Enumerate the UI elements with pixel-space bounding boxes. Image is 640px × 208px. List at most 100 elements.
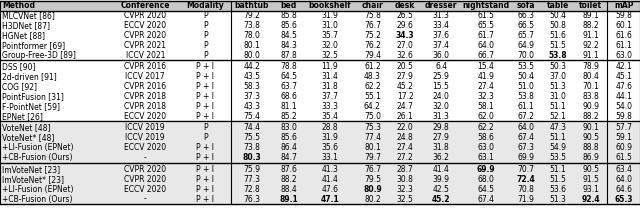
Text: 80.2: 80.2	[364, 195, 381, 204]
Text: 26.1: 26.1	[397, 112, 413, 121]
Bar	[0, 50, 640, 60]
Text: 61.1: 61.1	[615, 41, 632, 50]
Text: 31.0: 31.0	[321, 21, 339, 30]
Text: 65.5: 65.5	[477, 21, 495, 30]
Text: 15.5: 15.5	[433, 82, 449, 91]
Text: mAP: mAP	[614, 1, 634, 10]
Text: 36.2: 36.2	[433, 153, 449, 162]
Text: 41.4: 41.4	[433, 165, 449, 174]
Bar	[0, 184, 640, 194]
Text: +CB-Fusion (Ours): +CB-Fusion (Ours)	[2, 153, 72, 162]
Text: 89.1: 89.1	[582, 11, 599, 20]
Text: P: P	[203, 31, 208, 40]
Bar	[0, 111, 640, 121]
Text: 51.3: 51.3	[550, 195, 566, 204]
Text: 71.9: 71.9	[518, 195, 534, 204]
Text: 33.1: 33.1	[321, 153, 339, 162]
Text: 60.9: 60.9	[615, 143, 632, 152]
Text: 20.5: 20.5	[397, 62, 413, 71]
Text: 75.9: 75.9	[244, 165, 260, 174]
Text: 76.7: 76.7	[364, 165, 381, 174]
Text: 66.7: 66.7	[477, 51, 495, 60]
Text: 35.7: 35.7	[321, 31, 339, 40]
Text: 31.8: 31.8	[321, 82, 338, 91]
Text: Conference: Conference	[120, 1, 170, 10]
Bar	[0, 82, 640, 92]
Text: P: P	[203, 41, 208, 50]
Text: 41.4: 41.4	[321, 175, 339, 184]
Text: 37.6: 37.6	[433, 31, 450, 40]
Text: ECCV 2020: ECCV 2020	[124, 185, 166, 194]
Text: 44.2: 44.2	[244, 62, 260, 71]
Text: dresser: dresser	[425, 1, 458, 10]
Text: 37.3: 37.3	[244, 92, 260, 101]
Text: 51.3: 51.3	[550, 82, 566, 91]
Text: 88.4: 88.4	[280, 185, 297, 194]
Text: 77.4: 77.4	[364, 133, 381, 142]
Text: 32.6: 32.6	[397, 51, 413, 60]
Text: Modality: Modality	[186, 1, 224, 10]
Text: +LI-Fusion (EPNet): +LI-Fusion (EPNet)	[2, 185, 74, 194]
Text: 91.1: 91.1	[582, 51, 599, 60]
Bar	[0, 123, 640, 133]
Text: +LI-Fusion (EPNet): +LI-Fusion (EPNet)	[2, 143, 74, 152]
Text: COG [92]: COG [92]	[2, 82, 37, 91]
Text: CVPR 2020: CVPR 2020	[124, 165, 166, 174]
Text: 80.9: 80.9	[363, 185, 381, 194]
Text: CVPR 2021: CVPR 2021	[124, 41, 166, 50]
Text: 43.3: 43.3	[244, 102, 260, 111]
Text: 57.7: 57.7	[615, 124, 632, 132]
Text: 83.8: 83.8	[582, 92, 599, 101]
Text: 78.0: 78.0	[244, 31, 260, 40]
Text: 61.1: 61.1	[518, 102, 534, 111]
Text: H3DNet [87]: H3DNet [87]	[2, 21, 50, 30]
Text: P: P	[203, 133, 208, 142]
Text: 75.5: 75.5	[244, 133, 260, 142]
Text: 72.4: 72.4	[517, 175, 536, 184]
Bar	[0, 153, 640, 163]
Text: 76.7: 76.7	[364, 21, 381, 30]
Text: 2d-driven [91]: 2d-driven [91]	[2, 72, 57, 81]
Text: 74.4: 74.4	[244, 124, 260, 132]
Text: 62.2: 62.2	[364, 82, 381, 91]
Text: 92.2: 92.2	[582, 41, 599, 50]
Text: 70.7: 70.7	[518, 165, 535, 174]
Bar	[0, 143, 640, 153]
Text: 68.0: 68.0	[477, 175, 495, 184]
Text: 53.8: 53.8	[549, 51, 568, 60]
Text: +CB-Fusion (Ours): +CB-Fusion (Ours)	[2, 195, 72, 204]
Text: 59.8: 59.8	[615, 112, 632, 121]
Text: 91.5: 91.5	[582, 175, 599, 184]
Text: 65.7: 65.7	[518, 31, 535, 40]
Text: P + I: P + I	[196, 143, 214, 152]
Text: 90.5: 90.5	[582, 165, 600, 174]
Text: 61.2: 61.2	[364, 62, 381, 71]
Text: 53.6: 53.6	[550, 185, 566, 194]
Text: CVPR 2020: CVPR 2020	[124, 11, 166, 20]
Text: ECCV 2020: ECCV 2020	[124, 143, 166, 152]
Text: 64.0: 64.0	[518, 124, 535, 132]
Text: 88.8: 88.8	[582, 143, 599, 152]
Text: desk: desk	[395, 1, 415, 10]
Text: 29.6: 29.6	[397, 21, 413, 30]
Text: 67.4: 67.4	[518, 133, 535, 142]
Text: VoteNet* [48]: VoteNet* [48]	[2, 133, 54, 142]
Text: toilet: toilet	[579, 1, 602, 10]
Text: 75.4: 75.4	[244, 112, 260, 121]
Text: 50.3: 50.3	[550, 62, 566, 71]
Text: P + I: P + I	[196, 102, 214, 111]
Text: 64.5: 64.5	[477, 185, 495, 194]
Text: 34.3: 34.3	[396, 31, 415, 40]
Text: 50.8: 50.8	[550, 21, 566, 30]
Text: 54.9: 54.9	[550, 143, 566, 152]
Text: 11.9: 11.9	[321, 62, 338, 71]
Text: 51.1: 51.1	[550, 102, 566, 111]
Text: 80.3: 80.3	[243, 153, 262, 162]
Text: 70.8: 70.8	[518, 185, 534, 194]
Bar	[0, 92, 640, 102]
Text: 64.6: 64.6	[615, 185, 632, 194]
Text: ImVoteNet [23]: ImVoteNet [23]	[2, 165, 60, 174]
Text: VoteNet [48]: VoteNet [48]	[2, 124, 51, 132]
Text: P + I: P + I	[196, 175, 214, 184]
Text: 90.5: 90.5	[582, 133, 600, 142]
